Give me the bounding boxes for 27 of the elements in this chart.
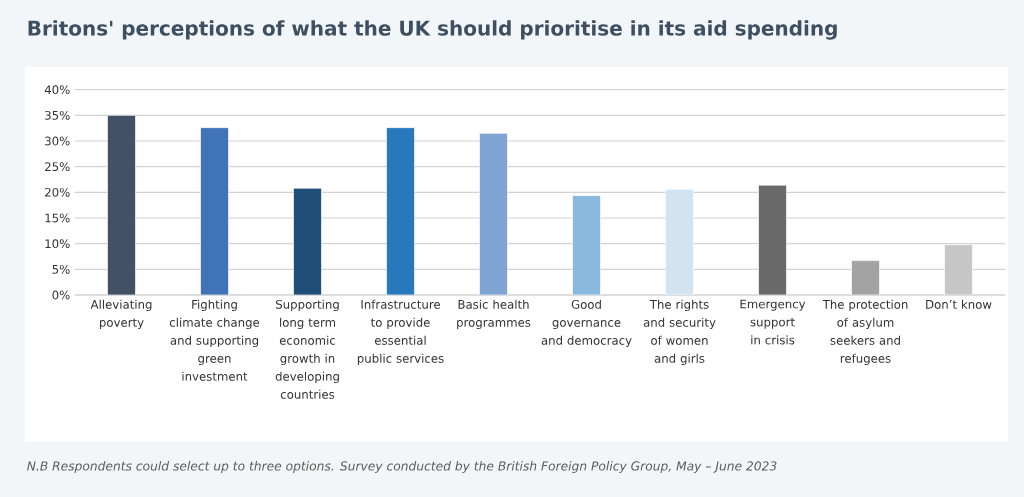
y-tick-label: 40% — [44, 85, 70, 95]
bar — [293, 187, 322, 295]
chart-title: Britons' perceptions of what the UK should prioritise in its aid spending — [28, 20, 837, 40]
y-tick-label: 35% — [45, 110, 70, 120]
x-tick-label: Infrastructure to provide essential public services — [357, 299, 444, 366]
x-tick-label: Basic health programmes — [457, 299, 531, 330]
y-tick-label: 30% — [45, 136, 70, 146]
bar — [386, 127, 415, 295]
x-tick-label: Fighting climate change and supporting green investment — [169, 299, 260, 381]
bar — [200, 127, 229, 295]
bar — [665, 188, 694, 295]
y-tick-label: 0% — [52, 290, 70, 300]
x-tick-label: The protection of asylum seekers and refugees — [822, 299, 908, 366]
x-tick-label: Supporting long term economic growth in developing countries — [275, 299, 339, 399]
x-tick-label: The rights and security of women and girls — [643, 299, 716, 366]
y-tick-label: 15% — [45, 213, 70, 223]
text: N.B Respondents could select up to three options. Survey conducted by the British Foreign Policy Group, May – June 2023 — [27, 461, 777, 473]
y-tick-label: 5% — [52, 264, 70, 274]
bar — [479, 132, 508, 295]
y-tick-label: 25% — [45, 162, 70, 172]
x-tick-label: Alleviating poverty — [90, 299, 152, 330]
x-tick-label: Good governance and democracy — [541, 299, 632, 348]
bar — [758, 184, 787, 295]
y-tick-label: 10% — [45, 239, 70, 249]
x-tick-label: Don’t know — [926, 299, 992, 309]
y-tick-label: 20% — [45, 187, 70, 197]
x-tick-label: Emergency support in crisis — [740, 299, 806, 345]
